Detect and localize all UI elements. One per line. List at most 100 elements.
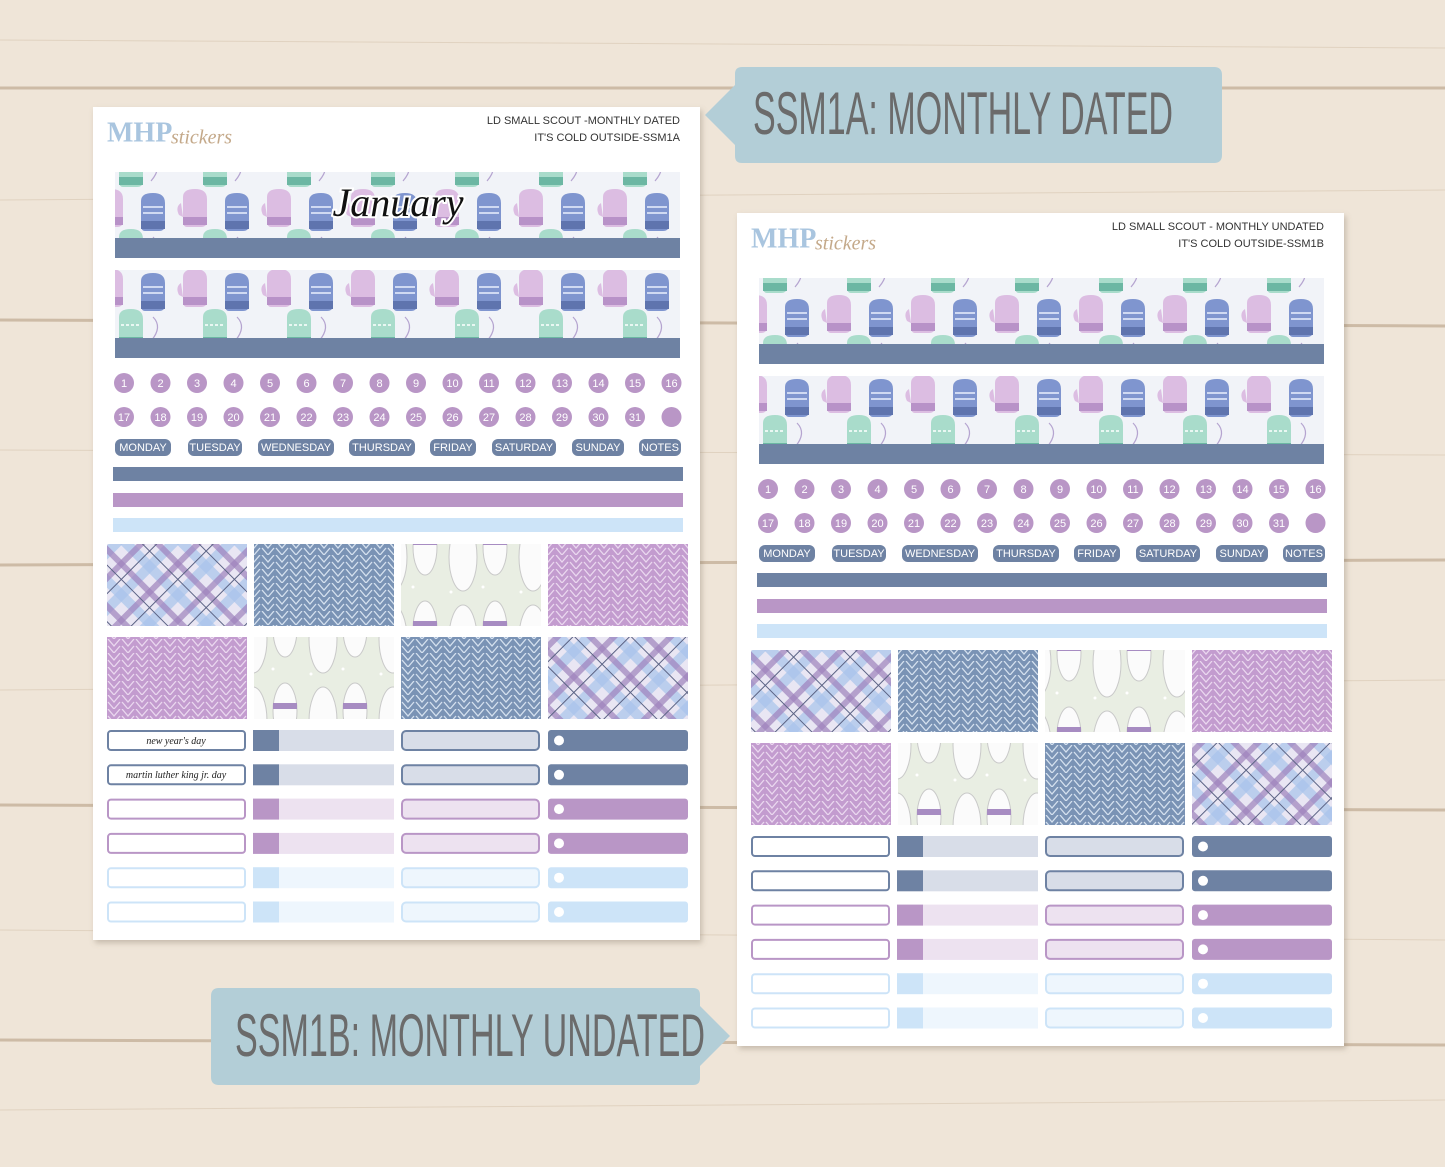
date-number: 24	[373, 412, 385, 424]
date-circle	[552, 373, 572, 393]
day-label-bg	[993, 545, 1059, 562]
date-number: 13	[556, 378, 568, 390]
brand-logo: MHP	[751, 223, 816, 254]
label-box-framed	[401, 730, 540, 751]
date-circle	[977, 479, 997, 499]
day-label: SUNDAY	[575, 442, 621, 454]
pattern-block	[1045, 743, 1185, 825]
label-box-filled	[1192, 938, 1332, 960]
sheet-subtitle: IT'S COLD OUTSIDE-SSM1B	[1178, 238, 1324, 250]
date-circle	[1305, 479, 1326, 499]
label-box-light	[923, 870, 1038, 892]
label-box-outline	[751, 904, 890, 926]
day-label-bg	[639, 439, 681, 456]
date-circle	[758, 479, 778, 499]
day-label-bg	[1136, 545, 1200, 562]
date-number: 20	[871, 518, 883, 530]
label-dot	[554, 804, 564, 815]
label-box-tab	[897, 836, 923, 857]
label-box-outline	[751, 836, 890, 857]
date-circle	[940, 513, 961, 533]
date-number: 21	[264, 412, 276, 424]
date-circle	[867, 479, 888, 499]
label-box-tab	[253, 798, 279, 820]
date-circle	[1013, 513, 1034, 533]
label-box-light	[923, 938, 1038, 960]
label-box-outline	[107, 730, 246, 751]
date-circle	[1013, 479, 1034, 499]
label-box-tab	[253, 764, 279, 786]
date-number: 12	[519, 378, 531, 390]
banner-stripe	[759, 344, 1324, 364]
date-number: 1	[765, 484, 771, 496]
mitten-banner	[759, 376, 1324, 446]
date-circle	[794, 479, 815, 499]
date-circle	[625, 373, 645, 393]
label-box-tab	[253, 730, 279, 751]
date-number: 31	[1273, 518, 1285, 530]
holiday-label: martin luther king jr. day	[126, 770, 227, 781]
holiday-label: new year's day	[146, 736, 206, 747]
day-label: NOTES	[1285, 548, 1323, 560]
label-dot	[1198, 875, 1208, 886]
date-number: 20	[227, 412, 239, 424]
date-circle	[940, 479, 961, 499]
label-box-light	[923, 836, 1038, 857]
label-box-outline	[751, 870, 890, 892]
date-circle	[1232, 513, 1253, 533]
banner-stripe	[759, 444, 1324, 464]
date-number: 22	[300, 412, 312, 424]
label-box-tab	[253, 867, 279, 889]
date-circle	[114, 407, 134, 427]
color-stripe	[113, 518, 683, 532]
label-box-framed	[401, 867, 540, 889]
brand-script: stickers	[171, 127, 232, 149]
date-number: 6	[947, 484, 953, 496]
date-circle	[1086, 513, 1107, 533]
label-box-framed	[401, 764, 540, 786]
banner-stripe	[115, 238, 680, 258]
label-dot	[1198, 841, 1208, 852]
banner-title: January	[332, 180, 463, 225]
label-box-framed	[401, 832, 540, 854]
mitten-banner	[759, 278, 1324, 346]
day-label-bg	[832, 545, 886, 562]
label-box-light	[279, 901, 394, 923]
date-number: 14	[592, 378, 604, 390]
day-label-bg	[1283, 545, 1325, 562]
date-number: 26	[1090, 518, 1102, 530]
date-number: 13	[1200, 484, 1212, 496]
date-number: 7	[984, 484, 990, 496]
label-dot	[554, 872, 564, 883]
date-number: 4	[874, 484, 880, 496]
date-number: 28	[1163, 518, 1175, 530]
day-label-bg	[759, 545, 815, 562]
day-label: SATURDAY	[495, 442, 554, 454]
date-circle	[1159, 513, 1180, 533]
date-number: 23	[981, 518, 993, 530]
date-circle	[794, 513, 815, 533]
color-stripe	[113, 467, 683, 481]
date-circle	[515, 373, 536, 393]
label-box-outline	[751, 938, 890, 960]
date-number: 9	[413, 378, 419, 390]
date-number: 21	[908, 518, 920, 530]
label-box-framed	[1045, 836, 1184, 857]
label-box-tab	[897, 904, 923, 926]
brand-script: stickers	[815, 233, 876, 255]
date-number: 30	[1236, 518, 1248, 530]
brand-logo: MHP	[107, 117, 172, 148]
date-number: 5	[267, 378, 273, 390]
date-circle	[479, 373, 499, 393]
date-number: 9	[1057, 484, 1063, 496]
date-number: 6	[303, 378, 309, 390]
label-box-filled	[548, 901, 688, 923]
date-circle	[977, 513, 997, 533]
date-circle	[442, 407, 463, 427]
pattern-block	[1192, 650, 1332, 732]
date-circle	[1086, 479, 1107, 499]
date-circle	[406, 407, 426, 427]
date-number: 16	[665, 378, 677, 390]
date-number: 10	[1090, 484, 1102, 496]
